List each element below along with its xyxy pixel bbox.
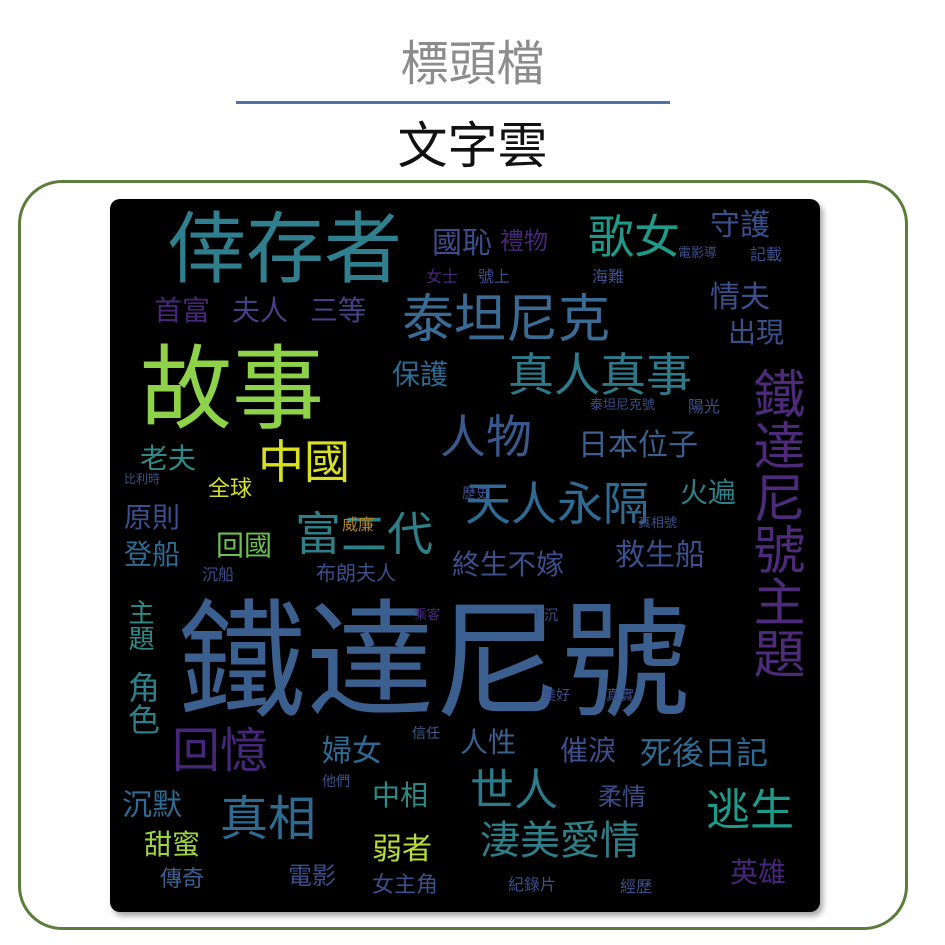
- word-hero: 英雄: [730, 856, 787, 889]
- word-theme-song: 鐵達尼號主題: [744, 367, 804, 679]
- content-frame: [18, 180, 908, 930]
- word-taitan: 泰坦尼克: [402, 290, 611, 350]
- word-escape: 逃生: [706, 785, 794, 836]
- word-belgium: 比利時: [124, 472, 161, 486]
- word-national-shame: 國恥: [432, 226, 492, 261]
- word-spread: 火遍: [680, 476, 737, 509]
- word-humanity: 人性: [460, 726, 517, 759]
- word-old-husband: 老夫: [140, 442, 197, 475]
- word-film-director: 電影導: [678, 246, 718, 261]
- word-memory: 回憶: [172, 723, 269, 779]
- word-william: 威廉: [342, 515, 375, 534]
- word-silence: 沉默: [122, 788, 182, 823]
- word-world-people: 世人: [470, 765, 558, 816]
- word-singer: 歌女: [588, 210, 680, 264]
- word-on-board: 號上: [478, 267, 511, 286]
- word-madam: 夫人: [232, 294, 289, 327]
- word-cloud-image: 鐵達尼號 倖存者 故事 泰坦尼克 鐵達尼號主題 真人真事 人物 中國 天人永隔 …: [110, 199, 820, 912]
- word-titanic-cn: 鐵達尼號: [178, 588, 691, 737]
- word-romance: 淒美愛情: [480, 818, 640, 864]
- word-diary: 死後日記: [640, 734, 769, 772]
- word-history: 歷史: [462, 486, 490, 502]
- word-passenger: 乘客: [414, 608, 441, 623]
- word-sink: 下沉: [530, 608, 558, 624]
- word-trust: 信任: [412, 726, 440, 742]
- word-true-story: 真人真事: [508, 348, 692, 402]
- word-legend: 傳奇: [160, 867, 205, 892]
- word-truth: 真相: [220, 791, 317, 847]
- word-experience: 經歷: [620, 877, 653, 896]
- word-richest: 首富: [154, 294, 211, 327]
- word-lover: 情夫: [710, 280, 770, 315]
- word-third-class: 三等: [310, 294, 367, 327]
- word-truth-ship: 真相號: [638, 516, 678, 531]
- word-lifeboat: 救生船: [615, 538, 705, 573]
- word-guard: 守護: [710, 208, 770, 243]
- word-record: 記載: [750, 245, 783, 264]
- word-movie: 電影: [288, 862, 336, 890]
- word-board: 登船: [124, 538, 181, 571]
- word-tender: 柔情: [598, 783, 646, 811]
- word-beautiful: 美好: [542, 688, 570, 704]
- word-appear: 出現: [728, 316, 785, 349]
- word-theme: 主題: [124, 599, 154, 651]
- word-women: 婦女: [322, 734, 382, 769]
- word-character: 人物: [440, 410, 532, 464]
- word-return: 回國: [216, 529, 273, 562]
- page-title: 文字雲: [397, 117, 548, 175]
- header-divider: [236, 101, 670, 104]
- word-tearjerker: 催淚: [560, 734, 617, 767]
- word-forever-apart: 天人永隔: [465, 477, 649, 531]
- word-principle: 原則: [124, 501, 181, 534]
- word-sinking: 沉船: [202, 565, 235, 584]
- word-rich-2nd: 富二代: [295, 507, 433, 561]
- word-real: 真實: [606, 688, 634, 704]
- word-gift: 禮物: [500, 227, 548, 255]
- word-they: 他們: [322, 774, 350, 790]
- header-label: 標頭檔: [400, 36, 545, 92]
- word-japan-seat: 日本位子: [578, 428, 698, 463]
- word-sunshine: 陽光: [688, 397, 721, 416]
- word-shipwreck: 海難: [592, 267, 625, 286]
- word-story: 故事: [140, 336, 325, 443]
- word-role: 角色: [123, 671, 161, 735]
- word-never-marry: 終生不嫁: [452, 548, 565, 581]
- word-lady: 女士: [426, 267, 459, 286]
- word-heroine: 女主角: [372, 873, 439, 898]
- word-survivor: 倖存者: [168, 205, 403, 295]
- word-protect: 保護: [392, 358, 449, 391]
- word-mrs-brown: 布朗夫人: [316, 561, 396, 585]
- word-china: 中國: [258, 435, 350, 489]
- word-global: 全球: [208, 477, 253, 502]
- word-documentary: 紀錄片: [508, 875, 557, 894]
- word-middle: 中相: [372, 779, 429, 812]
- word-weak: 弱者: [372, 832, 432, 867]
- word-sweet: 甜蜜: [144, 828, 201, 861]
- word-titanic-name: 泰坦尼克號: [590, 398, 656, 413]
